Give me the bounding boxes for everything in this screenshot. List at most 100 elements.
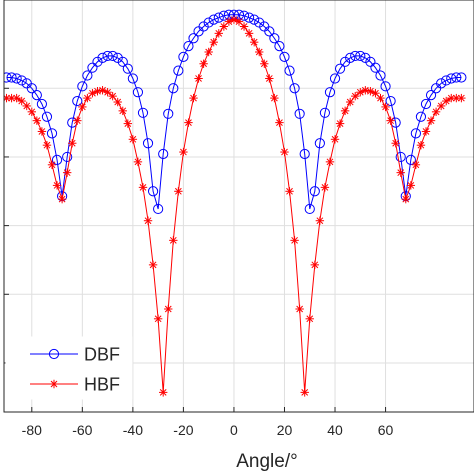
legend-label: DBF bbox=[84, 345, 120, 365]
data-point bbox=[376, 93, 385, 103]
data-point bbox=[265, 74, 274, 83]
data-point bbox=[47, 160, 57, 169]
data-point bbox=[164, 304, 173, 314]
data-point bbox=[310, 260, 320, 270]
x-tick-label: 40 bbox=[327, 422, 343, 438]
data-point bbox=[37, 127, 47, 136]
data-point bbox=[351, 91, 360, 101]
data-point bbox=[290, 236, 299, 245]
data-point bbox=[309, 186, 320, 197]
data-point bbox=[260, 59, 269, 68]
data-point bbox=[335, 119, 345, 128]
x-tick-label: -60 bbox=[72, 422, 92, 438]
data-point bbox=[16, 75, 27, 86]
data-point bbox=[294, 108, 305, 119]
data-point bbox=[62, 168, 72, 177]
data-point bbox=[163, 108, 174, 119]
data-point bbox=[73, 116, 82, 125]
data-point bbox=[315, 216, 325, 225]
data-point bbox=[300, 388, 309, 397]
data-point bbox=[411, 160, 421, 169]
data-point bbox=[406, 181, 416, 190]
data-point bbox=[405, 154, 416, 165]
data-point bbox=[82, 70, 93, 81]
data-point bbox=[178, 51, 189, 62]
data-point bbox=[295, 304, 304, 314]
data-point bbox=[26, 83, 37, 94]
data-point bbox=[370, 62, 381, 73]
data-point bbox=[113, 97, 122, 107]
data-point bbox=[22, 101, 31, 111]
legend-label: HBF bbox=[84, 375, 120, 395]
data-point bbox=[36, 98, 48, 110]
data-point bbox=[184, 118, 193, 127]
series-dbf bbox=[4, 9, 467, 215]
data-point bbox=[51, 154, 63, 165]
axes-box bbox=[3, 0, 474, 413]
data-point bbox=[31, 90, 42, 101]
data-point bbox=[299, 148, 310, 160]
data-point bbox=[350, 50, 361, 62]
data-point bbox=[183, 41, 194, 52]
data-point bbox=[62, 151, 73, 163]
x-tick-label: -40 bbox=[123, 422, 143, 438]
data-point bbox=[87, 62, 98, 73]
data-point bbox=[375, 70, 386, 81]
data-point bbox=[396, 168, 405, 177]
data-point bbox=[204, 47, 213, 57]
data-point bbox=[249, 14, 260, 25]
data-point bbox=[203, 17, 214, 28]
data-point bbox=[385, 95, 396, 107]
data-point bbox=[208, 14, 219, 25]
data-point bbox=[103, 88, 112, 97]
data-point bbox=[275, 118, 284, 127]
data-point bbox=[345, 52, 356, 63]
data-point bbox=[214, 29, 223, 38]
data-point bbox=[355, 50, 366, 62]
data-point bbox=[118, 106, 127, 116]
data-point bbox=[391, 139, 400, 148]
data-point bbox=[415, 111, 427, 122]
data-point bbox=[279, 51, 290, 62]
legend-marker bbox=[48, 348, 60, 360]
x-tick-label: 0 bbox=[230, 422, 238, 438]
data-point bbox=[179, 147, 188, 157]
data-point bbox=[329, 73, 341, 84]
data-point bbox=[128, 135, 138, 144]
data-point bbox=[218, 10, 229, 21]
data-point bbox=[244, 29, 254, 38]
data-point bbox=[264, 26, 275, 37]
data-point bbox=[4, 72, 12, 83]
data-point bbox=[153, 314, 163, 324]
data-point bbox=[420, 98, 432, 110]
data-point bbox=[148, 260, 158, 270]
data-point bbox=[158, 148, 169, 160]
data-point bbox=[457, 93, 466, 103]
data-point bbox=[189, 93, 198, 103]
data-point bbox=[451, 72, 462, 83]
data-point bbox=[169, 236, 178, 245]
data-point bbox=[122, 63, 133, 74]
data-point bbox=[446, 73, 457, 84]
legend-box bbox=[5, 336, 133, 400]
data-point bbox=[68, 139, 77, 148]
data-point bbox=[330, 135, 340, 144]
data-point bbox=[395, 151, 406, 163]
data-point bbox=[380, 81, 391, 92]
data-point bbox=[325, 157, 335, 167]
x-axis-label: Angle/° bbox=[236, 451, 297, 472]
data-point bbox=[27, 107, 36, 117]
data-point bbox=[133, 157, 143, 167]
data-point bbox=[138, 183, 148, 192]
data-point bbox=[410, 128, 421, 139]
data-point bbox=[441, 75, 452, 86]
data-point bbox=[97, 52, 108, 63]
data-point bbox=[41, 111, 53, 122]
x-tick-label: 20 bbox=[277, 422, 293, 438]
data-point bbox=[244, 12, 255, 23]
data-point bbox=[249, 37, 259, 47]
data-point bbox=[107, 50, 118, 62]
data-point bbox=[93, 87, 102, 96]
data-point bbox=[143, 216, 153, 225]
data-point bbox=[194, 74, 203, 83]
